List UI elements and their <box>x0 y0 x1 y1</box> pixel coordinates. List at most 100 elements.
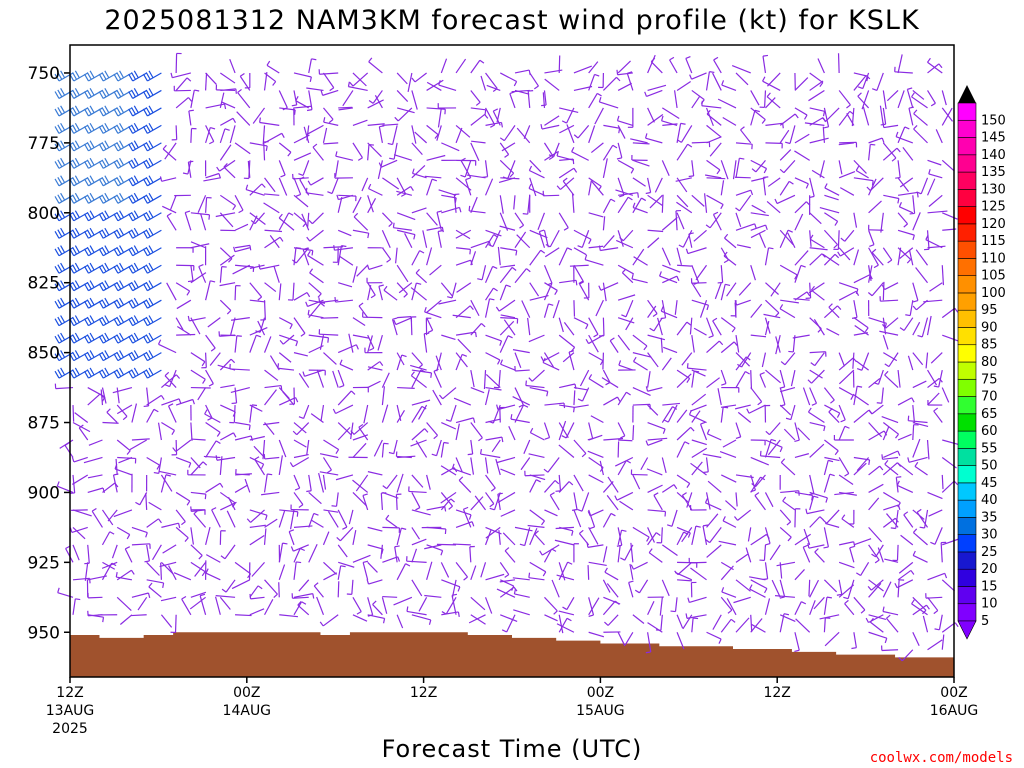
wind-barb <box>603 124 621 134</box>
wind-barb <box>809 495 819 511</box>
wind-barb <box>704 497 722 511</box>
barb-shaft <box>190 369 206 380</box>
wind-barb <box>219 299 232 315</box>
barb-feather <box>706 109 711 115</box>
barb-shaft <box>230 317 236 335</box>
barb-shaft <box>765 122 783 126</box>
wind-barb <box>677 579 692 582</box>
barb-shaft <box>691 439 707 446</box>
barb-feather <box>116 72 122 80</box>
wind-barb <box>353 212 369 231</box>
wind-barb <box>779 264 798 280</box>
barb-feather <box>119 245 125 253</box>
barb-shaft <box>809 137 829 144</box>
barb-shaft <box>73 264 89 274</box>
barb-shaft <box>809 72 824 84</box>
wind-barb <box>282 391 295 406</box>
wind-barb <box>426 226 444 233</box>
wind-barb <box>219 72 236 84</box>
barb-shaft <box>396 282 408 295</box>
barb-shaft <box>485 573 505 581</box>
barb-shaft <box>334 160 339 177</box>
wind-barb <box>750 229 766 239</box>
barb-feather <box>57 587 60 593</box>
barb-feather <box>267 473 273 476</box>
barb-shaft <box>712 320 722 336</box>
barb-shaft <box>381 404 389 423</box>
wind-barb <box>691 525 701 545</box>
barb-shaft <box>558 167 575 179</box>
wind-barb <box>824 194 839 201</box>
wind-barb <box>410 316 417 336</box>
barb-feather <box>145 107 151 115</box>
barb-shaft <box>492 230 501 247</box>
barb-feather <box>774 312 780 317</box>
barb-shaft <box>410 439 427 447</box>
wind-barb <box>205 126 216 144</box>
barb-shaft <box>551 579 560 598</box>
wind-barb <box>822 253 840 266</box>
wind-barb <box>167 403 177 423</box>
barb-feather <box>208 383 214 387</box>
barb-feather <box>89 227 95 236</box>
barb-shaft <box>72 509 92 517</box>
wind-barb <box>462 506 472 528</box>
wind-barb <box>663 404 678 423</box>
barb-feather <box>890 527 896 530</box>
barb-shaft <box>525 474 545 477</box>
barb-feather <box>101 299 107 307</box>
wind-barb <box>352 530 357 545</box>
barb-feather <box>479 59 485 64</box>
barb-feather <box>224 128 230 131</box>
barb-shaft <box>617 142 623 158</box>
barb-shaft <box>323 561 337 575</box>
wind-barb <box>352 434 369 441</box>
barb-feather <box>57 176 63 185</box>
barb-shaft <box>720 160 729 180</box>
wind-barb <box>219 247 233 263</box>
barb-shaft <box>870 579 884 591</box>
wind-barb <box>763 313 781 319</box>
wind-barb <box>780 299 799 304</box>
barb-shaft <box>871 404 884 415</box>
barb-feather <box>490 487 496 492</box>
wind-barb <box>735 194 752 212</box>
barb-shaft <box>301 213 310 231</box>
wind-barb <box>856 562 870 577</box>
barb-feather <box>142 126 148 134</box>
wind-barb <box>794 77 809 91</box>
wind-barb <box>877 547 884 563</box>
wind-barb <box>278 582 280 598</box>
wind-barb <box>367 526 383 532</box>
wind-barb <box>477 265 487 281</box>
wind-barb <box>764 320 770 336</box>
barb-shaft <box>481 265 487 280</box>
barb-shaft <box>514 268 527 284</box>
barb-shaft <box>199 595 207 615</box>
barb-feather <box>101 369 107 377</box>
barb-feather <box>226 310 232 315</box>
wind-barb <box>175 317 184 331</box>
wind-barb <box>426 526 447 535</box>
barb-feather <box>83 108 89 117</box>
barb-shaft <box>348 509 354 525</box>
barb-shaft <box>559 383 576 389</box>
barb-feather <box>72 334 78 342</box>
wind-barb <box>749 576 766 581</box>
barb-feather <box>133 280 139 288</box>
wind-barb <box>205 482 224 493</box>
barb-feather <box>159 176 163 182</box>
barb-feather <box>101 194 107 203</box>
wind-barb <box>868 200 882 214</box>
barb-feather <box>358 302 364 307</box>
barb-shaft <box>676 80 691 91</box>
wind-barb <box>644 133 663 144</box>
barb-feather <box>207 417 213 421</box>
barb-feather <box>54 178 60 187</box>
barb-feather <box>113 353 119 361</box>
barb-feather <box>142 248 148 257</box>
barb-shaft <box>219 491 236 504</box>
barb-shaft <box>499 159 515 174</box>
barb-shaft <box>503 125 516 142</box>
wind-barb <box>669 56 678 74</box>
